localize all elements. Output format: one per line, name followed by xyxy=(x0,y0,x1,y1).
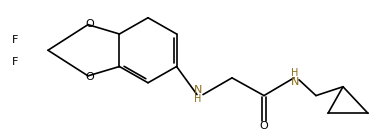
Text: F: F xyxy=(12,57,18,67)
Text: O: O xyxy=(85,72,94,82)
Text: N: N xyxy=(291,77,299,87)
Text: N: N xyxy=(194,85,202,95)
Text: F: F xyxy=(12,35,18,45)
Text: O: O xyxy=(259,121,268,131)
Text: O: O xyxy=(85,19,94,29)
Text: H: H xyxy=(194,94,202,103)
Text: H: H xyxy=(291,68,299,78)
